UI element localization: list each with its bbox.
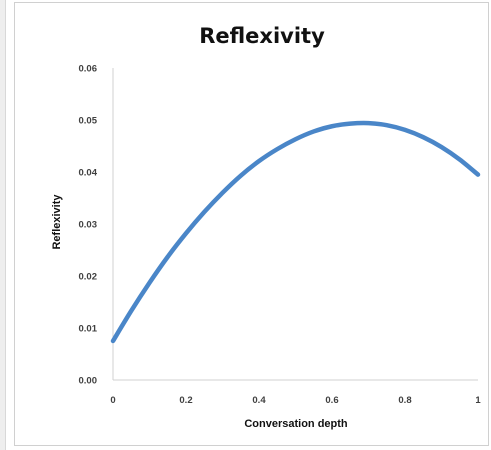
y-tick-label: 0.03 <box>79 220 98 231</box>
x-tick-labels: 0 0.2 0.4 0.6 0.8 1 <box>110 395 481 406</box>
adjacent-panel-edge <box>0 0 6 450</box>
y-tick-label: 0.00 <box>79 376 98 387</box>
y-tick-label: 0.01 <box>79 324 98 335</box>
x-axis-label: Conversation depth <box>244 418 348 430</box>
x-tick-label: 0.2 <box>179 395 192 406</box>
y-tick-label: 0.02 <box>79 272 98 283</box>
y-tick-label: 0.06 <box>79 64 98 75</box>
x-tick-label: 0.6 <box>325 395 338 406</box>
x-tick-label: 0.8 <box>398 395 411 406</box>
y-axis-label: Reflexivity <box>51 194 63 250</box>
y-tick-labels: 0.00 0.01 0.02 0.03 0.04 0.05 0.06 <box>79 64 98 387</box>
x-tick-label: 1 <box>475 395 481 406</box>
y-tick-label: 0.04 <box>79 168 98 179</box>
series-line <box>110 120 481 344</box>
x-tick-label: 0.4 <box>252 395 266 406</box>
chart-title: Reflexivity <box>199 24 325 48</box>
y-tick-label: 0.05 <box>79 116 98 127</box>
x-tick-label: 0 <box>110 395 115 406</box>
chart-frame <box>14 2 489 446</box>
